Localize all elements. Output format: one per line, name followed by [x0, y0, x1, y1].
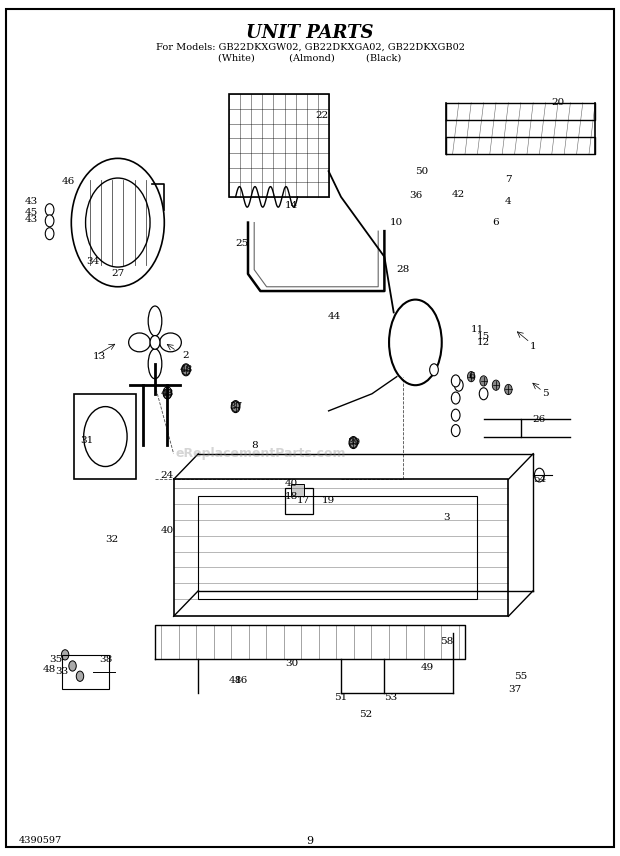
Text: 4: 4: [505, 197, 511, 205]
Circle shape: [454, 379, 463, 391]
Text: 37: 37: [508, 685, 521, 693]
Text: 31: 31: [80, 437, 94, 445]
Text: 4390597: 4390597: [19, 836, 62, 845]
Text: 48: 48: [229, 676, 242, 685]
Text: For Models: GB22DKXGW02, GB22DKXGA02, GB22DKXGB02: For Models: GB22DKXGW02, GB22DKXGA02, GB…: [156, 43, 464, 51]
Circle shape: [467, 372, 475, 382]
Text: 38: 38: [99, 655, 112, 663]
Circle shape: [451, 375, 460, 387]
Text: 40: 40: [285, 479, 298, 488]
Text: 13: 13: [92, 353, 106, 361]
Text: 46: 46: [61, 177, 75, 186]
Text: 2: 2: [183, 351, 189, 360]
Text: 50: 50: [415, 167, 428, 175]
Bar: [285, 488, 313, 514]
Bar: [198, 496, 477, 599]
Text: 6: 6: [468, 372, 474, 381]
Text: 27: 27: [111, 270, 125, 278]
Circle shape: [45, 215, 54, 227]
Text: 43: 43: [24, 216, 38, 224]
Text: eReplacementParts.com: eReplacementParts.com: [175, 447, 346, 461]
Bar: [229, 94, 329, 197]
Circle shape: [45, 228, 54, 240]
Text: 48: 48: [161, 389, 174, 398]
Circle shape: [505, 384, 512, 395]
Text: 45: 45: [24, 208, 38, 217]
Circle shape: [69, 661, 76, 671]
Circle shape: [451, 425, 460, 437]
Text: 8: 8: [251, 441, 257, 449]
Circle shape: [430, 364, 438, 376]
Text: 28: 28: [396, 265, 410, 274]
Circle shape: [61, 650, 69, 660]
Text: 18: 18: [285, 492, 298, 501]
Text: 54: 54: [533, 475, 546, 484]
Circle shape: [480, 376, 487, 386]
Text: 33: 33: [55, 668, 69, 676]
Text: 49: 49: [421, 663, 435, 672]
Text: 32: 32: [105, 535, 118, 544]
Text: 24: 24: [161, 471, 174, 479]
Circle shape: [182, 364, 190, 376]
Circle shape: [150, 336, 160, 349]
Text: 36: 36: [409, 191, 422, 199]
Circle shape: [76, 671, 84, 681]
Text: 37: 37: [229, 402, 242, 411]
Text: 51: 51: [334, 693, 348, 702]
Text: 26: 26: [533, 415, 546, 424]
Circle shape: [479, 388, 488, 400]
Circle shape: [492, 380, 500, 390]
Text: 17: 17: [297, 496, 311, 505]
Text: 6: 6: [493, 218, 499, 227]
Text: 22: 22: [316, 111, 329, 120]
Text: 35: 35: [49, 655, 63, 663]
Text: 40: 40: [161, 526, 174, 535]
Circle shape: [45, 204, 54, 216]
Bar: [291, 484, 304, 496]
Text: 55: 55: [514, 672, 528, 681]
Text: 1: 1: [530, 342, 536, 351]
Text: 7: 7: [505, 175, 511, 184]
Circle shape: [451, 392, 460, 404]
Text: 30: 30: [285, 659, 298, 668]
Text: 53: 53: [384, 693, 397, 702]
Circle shape: [231, 401, 240, 413]
Text: 58: 58: [440, 638, 453, 646]
Text: 15: 15: [477, 332, 490, 341]
Text: 34: 34: [86, 257, 100, 265]
Text: 25: 25: [235, 240, 249, 248]
Text: 44: 44: [328, 312, 342, 321]
Text: 19: 19: [322, 496, 335, 505]
Circle shape: [164, 389, 171, 399]
Text: 5: 5: [542, 389, 549, 398]
Text: 16: 16: [235, 676, 249, 685]
Circle shape: [350, 437, 357, 448]
Text: 11: 11: [471, 325, 484, 334]
Circle shape: [232, 401, 239, 412]
Text: (White)           (Almond)          (Black): (White) (Almond) (Black): [218, 54, 402, 62]
Text: 42: 42: [452, 190, 466, 199]
Text: 14: 14: [285, 201, 298, 210]
Circle shape: [451, 409, 460, 421]
Circle shape: [349, 437, 358, 449]
Text: 48: 48: [179, 366, 193, 374]
Bar: [62, 655, 108, 689]
Text: 39: 39: [347, 438, 360, 447]
Bar: [74, 394, 136, 479]
Text: 12: 12: [477, 338, 490, 347]
Text: UNIT PARTS: UNIT PARTS: [246, 23, 374, 42]
Circle shape: [163, 387, 172, 399]
Text: 43: 43: [24, 197, 38, 205]
Text: 10: 10: [390, 218, 404, 227]
Text: 52: 52: [359, 710, 373, 719]
Circle shape: [182, 365, 190, 375]
Text: 3: 3: [443, 514, 449, 522]
Text: 9: 9: [306, 835, 314, 846]
Text: 48: 48: [43, 665, 56, 674]
Text: 20: 20: [551, 98, 565, 107]
